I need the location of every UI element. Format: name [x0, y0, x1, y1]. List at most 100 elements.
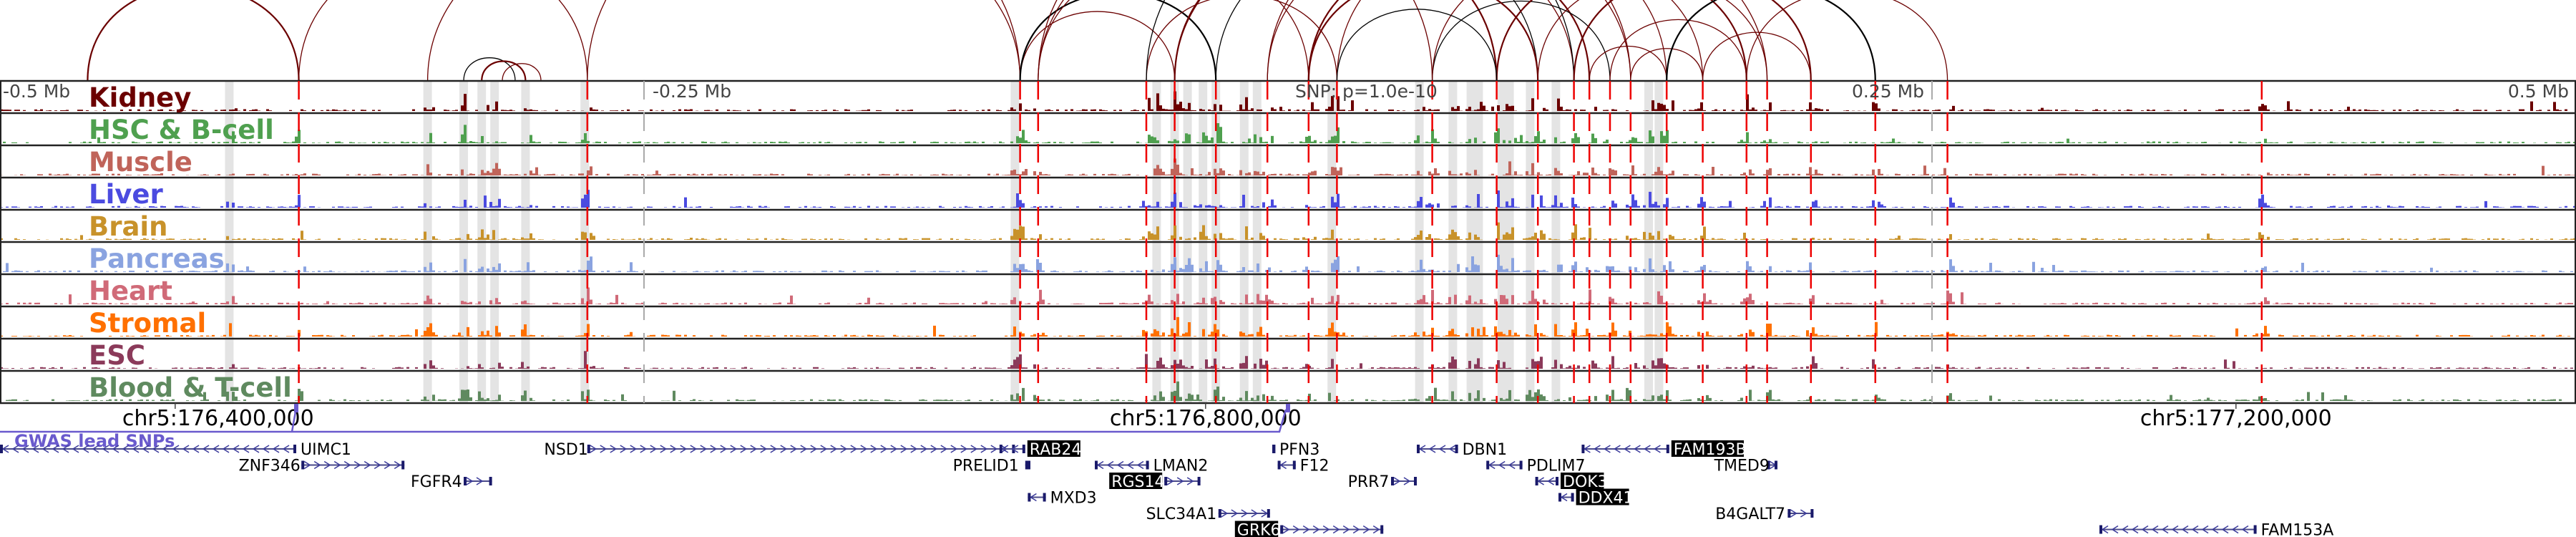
- strand-arrow-icon: [890, 445, 898, 453]
- strand-arrow-icon: [1613, 445, 1621, 453]
- strand-arrow-icon: [630, 445, 638, 453]
- track-signal: [0, 287, 2573, 304]
- strand-arrow-icon: [1603, 445, 1611, 453]
- strand-arrow-icon: [1372, 525, 1380, 534]
- gene-label: SLC34A1: [1146, 505, 1217, 523]
- strand-arrow-icon: [750, 445, 758, 453]
- chromatin-loop-arc: [1146, 0, 1338, 82]
- strand-arrow-icon: [21, 445, 29, 453]
- chromatin-loop-arc: [1702, 32, 1812, 82]
- track-signal: [0, 316, 2570, 337]
- strand-arrow-icon: [870, 445, 878, 453]
- chromatin-loop-arc: [481, 60, 527, 82]
- strand-arrow-icon: [670, 445, 678, 453]
- exon-block: [1272, 445, 1276, 453]
- exon-block: [1146, 460, 1149, 470]
- strand-arrow-icon: [364, 460, 371, 470]
- gene-label: RGS14: [1111, 473, 1164, 491]
- gene-lman2: LMAN2: [1095, 458, 1208, 475]
- strand-arrow-icon: [92, 445, 99, 453]
- strand-arrow-icon: [1126, 460, 1134, 470]
- gene-dok3: DOK3: [1535, 473, 1608, 491]
- strand-arrow-icon: [303, 460, 311, 470]
- strand-arrow-icon: [1623, 445, 1631, 453]
- strand-arrow-icon: [1251, 509, 1259, 518]
- gene-grk6: GRK6: [1234, 521, 1384, 537]
- track-liver: [0, 178, 2576, 210]
- exon-block: [1280, 525, 1284, 534]
- strand-arrow-icon: [2151, 525, 2159, 534]
- strand-arrow-icon: [323, 460, 331, 470]
- track-blood-t-cell: [0, 371, 2576, 403]
- strand-arrow-icon: [1332, 525, 1340, 534]
- strand-arrow-icon: [880, 445, 888, 453]
- track-hsc-b-cell: [0, 113, 2576, 145]
- exon-block: [1571, 493, 1574, 502]
- exon-block: [1164, 477, 1168, 485]
- strand-arrow-icon: [1547, 477, 1554, 485]
- gene-label: DBN1: [1463, 441, 1508, 459]
- exon-block: [1218, 509, 1221, 518]
- strand-arrow-icon: [1393, 477, 1401, 485]
- chromatin-loop-arc: [1666, 0, 1876, 82]
- gene-track: UIMC1 NSD1 RAB24 PFN3 DBN1 FAM193B ZNF346 PRELI…: [0, 440, 2333, 537]
- track-signal: [3, 123, 2576, 143]
- axis-coordinate-label: chr5:176,400,000: [122, 406, 314, 431]
- strand-arrow-icon: [640, 445, 648, 453]
- gene-slc34a1: SLC34A1: [1146, 505, 1270, 523]
- strand-arrow-icon: [1322, 525, 1330, 534]
- gene-fam193b: FAM193B: [1581, 440, 1747, 459]
- strand-arrow-icon: [940, 445, 948, 453]
- strand-arrow-icon: [343, 460, 351, 470]
- gene-prr7: PRR7: [1348, 473, 1417, 491]
- strand-arrow-icon: [650, 445, 658, 453]
- chromatin-loop-arc: [426, 0, 1021, 82]
- strand-arrow-icon: [102, 445, 109, 453]
- track-brain: [0, 210, 2576, 242]
- chromatin-loop-arc: [1589, 45, 1667, 82]
- track-label: ESC: [89, 340, 145, 371]
- track-esc: [0, 339, 2576, 371]
- strand-arrow-icon: [1342, 525, 1350, 534]
- scale-label-left: -0.5 Mb: [3, 81, 70, 102]
- strand-arrow-icon: [252, 445, 260, 453]
- strand-arrow-icon: [1282, 525, 1290, 534]
- track-label: Stromal: [89, 308, 206, 339]
- track-label: Kidney: [89, 82, 191, 113]
- gene-label: LMAN2: [1153, 458, 1209, 475]
- distance-scale: -0.5 Mb -0.25 Mb SNP: p=1.0e-10 0.25 Mb …: [3, 81, 2569, 102]
- strand-arrow-icon: [1302, 525, 1310, 534]
- strand-arrow-icon: [31, 445, 39, 453]
- gene-label-highlight: [1671, 440, 1744, 457]
- chromatin-loop-arc: [298, 0, 588, 82]
- gwas-connector: [291, 411, 297, 432]
- axis-coordinate-label: chr5:176,800,000: [1110, 406, 1302, 431]
- strand-arrow-icon: [2221, 525, 2229, 534]
- coordinate-axis: chr5:176,400,000 chr5:176,800,000 chr5:177…: [122, 403, 2332, 431]
- scale-label-left-mid: -0.25 Mb: [653, 81, 731, 102]
- exon-block: [1556, 477, 1558, 485]
- strand-arrow-icon: [132, 445, 140, 453]
- gene-label: PDLIM7: [1527, 458, 1586, 475]
- gene-label-highlight: [1027, 440, 1080, 457]
- exon-block: [489, 477, 492, 485]
- chromatin-loop-arc: [502, 63, 542, 82]
- strand-arrow-icon: [52, 445, 59, 453]
- gene-label-highlight: [1234, 521, 1279, 537]
- exon-block: [464, 477, 467, 485]
- strand-arrow-icon: [333, 460, 341, 470]
- strand-arrow-icon: [242, 445, 250, 453]
- exon-block: [1043, 493, 1046, 502]
- gene-rab24: RAB24: [999, 440, 1082, 459]
- exon-block: [1380, 525, 1384, 534]
- strand-arrow-icon: [970, 445, 978, 453]
- strand-arrow-icon: [800, 445, 808, 453]
- track-label: Liver: [89, 179, 163, 210]
- gene-rgs14: RGS14: [1109, 473, 1201, 491]
- gene-label: RAB24: [1030, 441, 1082, 459]
- strand-arrow-icon: [740, 445, 748, 453]
- strand-arrow-icon: [690, 445, 698, 453]
- strand-arrow-icon: [1508, 460, 1516, 470]
- chromatin-loop-arc: [1174, 0, 1498, 82]
